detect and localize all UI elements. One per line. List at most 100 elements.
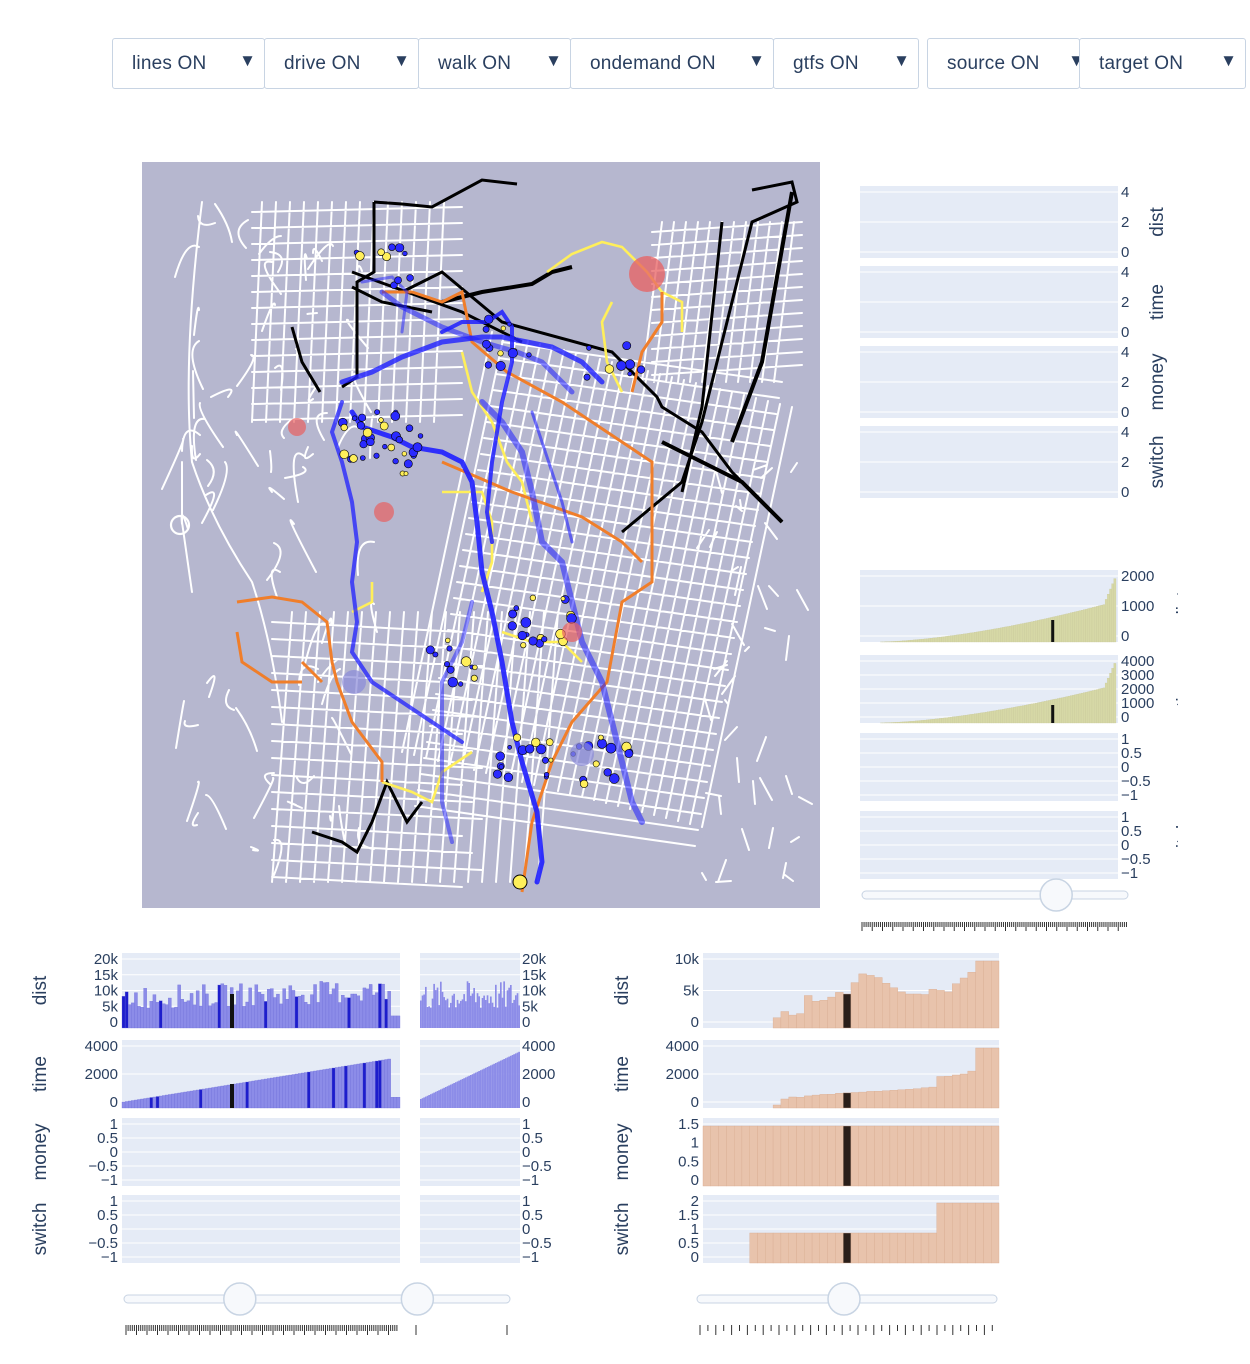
- stop-node: [351, 415, 358, 421]
- mode-bar: [741, 1125, 750, 1187]
- mode-bar: [819, 1000, 828, 1029]
- trip-bar: [435, 1091, 437, 1108]
- mode-bar: [952, 1125, 961, 1187]
- dropdown-lines[interactable]: lines ON ▼: [112, 38, 265, 89]
- trip-bar: [316, 1002, 320, 1029]
- trip-bar: [189, 993, 194, 1029]
- trip-bar: [174, 1093, 178, 1109]
- slider-handle[interactable]: [1039, 878, 1073, 912]
- selected-bar: [842, 1232, 852, 1264]
- stop-node: [358, 413, 367, 422]
- mode-bar: [702, 1125, 711, 1187]
- trip-bar: [282, 988, 286, 1029]
- tick-label: 0: [522, 1014, 530, 1031]
- stop-node: [360, 455, 366, 461]
- network-map[interactable]: [142, 162, 820, 908]
- mode-bar: [819, 1094, 828, 1109]
- dist-bar: [984, 711, 988, 724]
- trip-bar: [251, 1080, 255, 1109]
- trip-bar: [180, 1092, 184, 1109]
- dist-bar: [899, 721, 903, 724]
- dist-bar: [950, 635, 953, 643]
- tick-label: 4: [1121, 344, 1129, 361]
- dist-bar: [1000, 627, 1003, 643]
- mode-bar: [975, 1125, 984, 1187]
- dist-bar: [1089, 607, 1093, 643]
- mode-bar: [866, 975, 875, 1029]
- mode-bar: [850, 982, 859, 1029]
- mode-bar: [897, 991, 906, 1029]
- dist-bar: [897, 722, 901, 724]
- trip-bar: [505, 1058, 507, 1108]
- trip-bar: [325, 982, 330, 1029]
- slider-handle[interactable]: [400, 1282, 435, 1316]
- dist-bar: [936, 718, 940, 724]
- tick-label: 0: [691, 1249, 699, 1266]
- tick-label: 10k: [94, 983, 119, 1000]
- stop-node: [517, 630, 527, 641]
- dist-bar: [891, 722, 894, 724]
- dist-bar: [1035, 702, 1038, 724]
- tick-label: −0.5: [522, 1235, 552, 1252]
- chevron-down-icon: ▼: [393, 51, 410, 70]
- trip-bar: [322, 982, 327, 1029]
- mode-bar: [874, 977, 883, 1029]
- dropdown-source[interactable]: source ON ▼: [927, 38, 1080, 89]
- dist-bar: [956, 634, 960, 643]
- dropdown-drive[interactable]: drive ON ▼: [264, 38, 419, 89]
- mode-bar: [804, 1095, 813, 1109]
- tick-label: 0: [1121, 628, 1129, 645]
- trip-bar: [239, 983, 243, 1029]
- trip-bar: [465, 1001, 467, 1028]
- street-lines: [161, 201, 813, 888]
- slider-handle[interactable]: [827, 1282, 861, 1316]
- dist-bar: [1111, 668, 1114, 724]
- dist-bar: [936, 637, 940, 643]
- mode-bar: [757, 1125, 766, 1187]
- mode-bar: [804, 995, 813, 1029]
- trip-bar: [501, 1059, 504, 1108]
- trip-bar: [158, 1000, 163, 1029]
- panel-time: 4 2 0 time: [860, 264, 1168, 341]
- dist-bar: [921, 720, 925, 724]
- stop-node: [472, 664, 478, 671]
- dist-bar: [1094, 606, 1097, 643]
- stop-node: [458, 681, 464, 687]
- tick-label: 0: [1121, 404, 1129, 421]
- chevron-down-icon: ▼: [1220, 51, 1237, 70]
- dropdown-target[interactable]: target ON ▼: [1079, 38, 1246, 89]
- slider-handle[interactable]: [223, 1282, 257, 1316]
- selected-bar: [842, 1092, 852, 1109]
- trip-bar: [420, 1099, 422, 1108]
- stop-node: [525, 744, 535, 754]
- mode-bar: [913, 993, 922, 1029]
- dropdown-ondemand[interactable]: ondemand ON ▼: [570, 38, 774, 89]
- dist-bar: [1037, 620, 1040, 643]
- trip-bar: [443, 1087, 445, 1108]
- dropdown-walk[interactable]: walk ON ▼: [418, 38, 571, 89]
- tick-label: 4000: [522, 1038, 555, 1055]
- trip-bar: [510, 985, 512, 1028]
- range-slider[interactable]: [123, 1282, 511, 1335]
- dropdown-gtfs[interactable]: gtfs ON ▼: [773, 38, 919, 89]
- stop-node: [425, 645, 435, 655]
- trip-bar: [344, 997, 348, 1029]
- dist-bar: [995, 628, 999, 643]
- dist-bar: [1054, 616, 1058, 643]
- dist-bar: [976, 631, 979, 643]
- trip-bar: [307, 1004, 311, 1029]
- dist-bar: [908, 721, 912, 724]
- dist-bar: [982, 712, 986, 724]
- range-slider[interactable]: [696, 1282, 998, 1335]
- stop-node: [461, 656, 472, 667]
- stop-node: [560, 596, 566, 601]
- panel-switch: 4 2 0 switch: [860, 424, 1168, 501]
- range-slider[interactable]: [861, 878, 1129, 931]
- trip-bar: [341, 995, 345, 1029]
- dist-bar: [1022, 623, 1025, 643]
- trip-bar: [428, 1095, 430, 1108]
- trip-bar: [288, 1074, 293, 1109]
- stop-node: [622, 341, 632, 350]
- dist-bar: [1083, 609, 1086, 643]
